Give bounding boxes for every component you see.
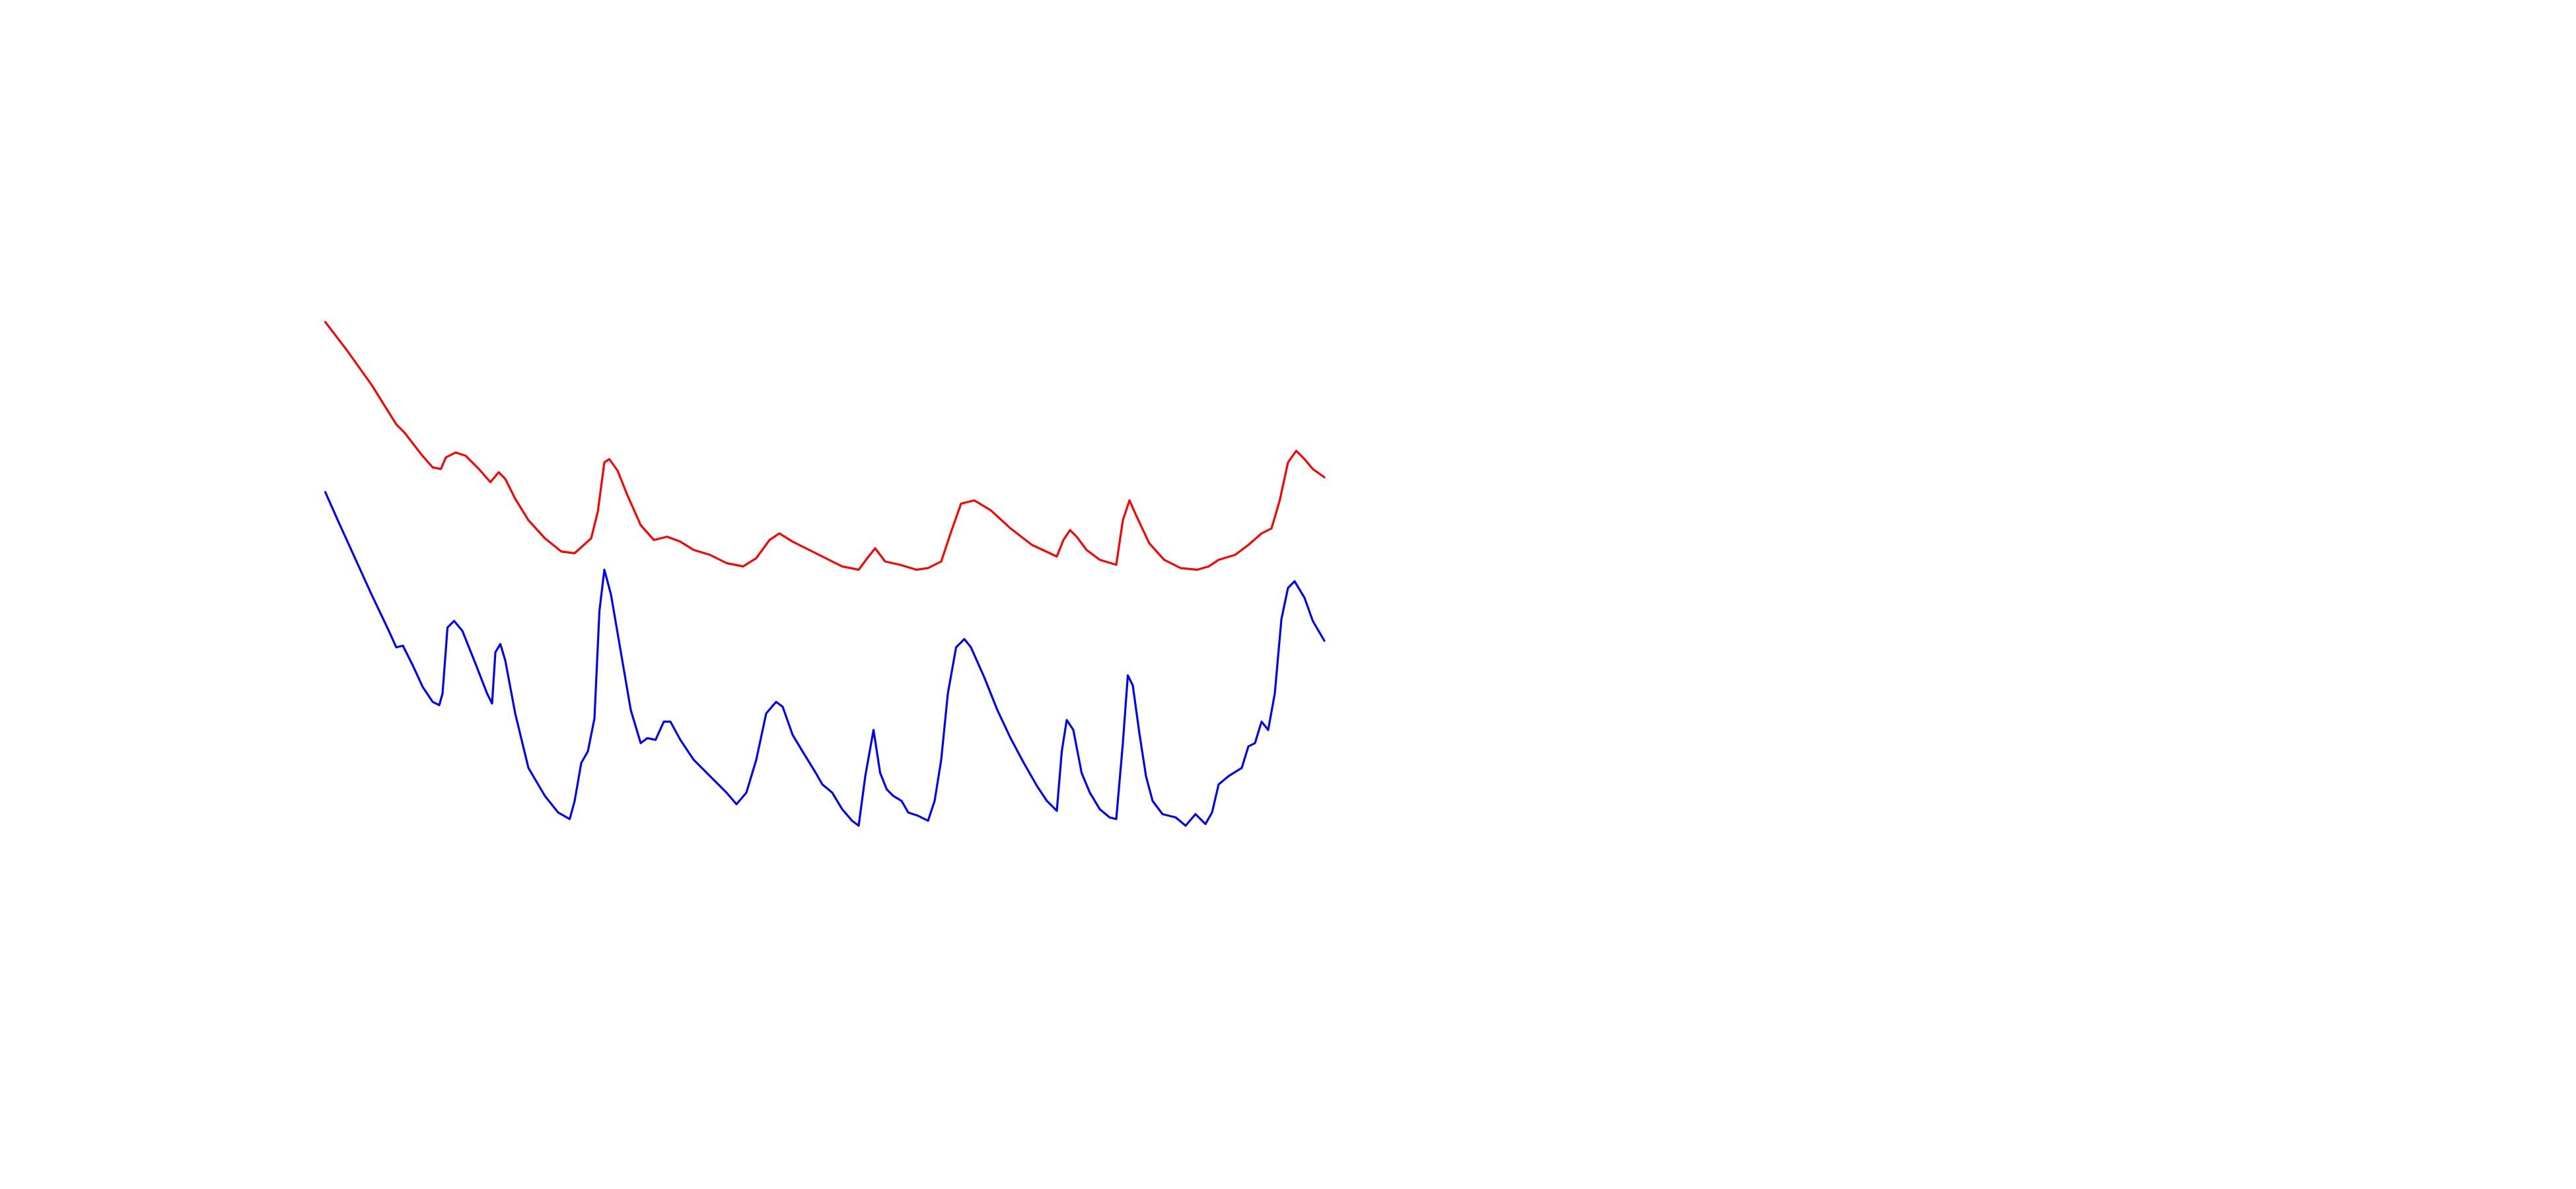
line-series	[324, 320, 1326, 571]
line-series	[324, 491, 1326, 827]
